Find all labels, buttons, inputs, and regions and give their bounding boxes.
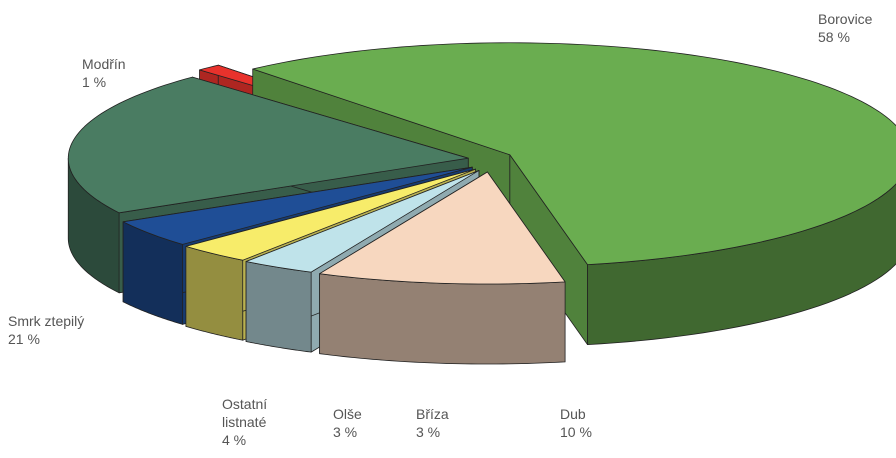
slice <box>122 166 473 245</box>
slice-label: Dub 10 % <box>560 405 592 441</box>
slice-wall <box>245 261 312 353</box>
slice-wall <box>185 245 244 341</box>
slice-name: Dub <box>560 406 586 422</box>
slice-value: 21 % <box>8 331 40 347</box>
slice-value: 3 % <box>333 424 358 440</box>
slice-label: Bříza 3 % <box>416 405 449 441</box>
slice-label: Borovice 58 % <box>818 10 872 46</box>
slice-value: 58 % <box>818 29 850 45</box>
slice-value: 3 % <box>416 424 441 440</box>
slice-wall <box>319 273 566 365</box>
slice-name: Smrk ztepilý <box>8 313 85 329</box>
slice-value: 10 % <box>560 424 592 440</box>
slice-name: Modřín <box>82 56 126 72</box>
slice-value: 1 % <box>82 74 107 90</box>
slice <box>67 76 469 214</box>
slice-name: Borovice <box>818 11 873 27</box>
slice-name: Bříza <box>416 406 449 422</box>
slice <box>319 171 566 285</box>
slice-name: Ostatní listnaté <box>222 396 268 430</box>
slice <box>245 170 480 273</box>
slice-label: Ostatní listnaté 4 % <box>222 395 277 449</box>
slice-label: Smrk ztepilý 21 % <box>8 312 84 348</box>
slice-label: Olše 3 % <box>333 405 362 441</box>
slice <box>185 168 476 261</box>
slice-value: 4 % <box>222 432 247 448</box>
slice <box>252 42 896 266</box>
slice-name: Olše <box>333 406 362 422</box>
slice-label: Modřín 1 % <box>82 55 126 91</box>
